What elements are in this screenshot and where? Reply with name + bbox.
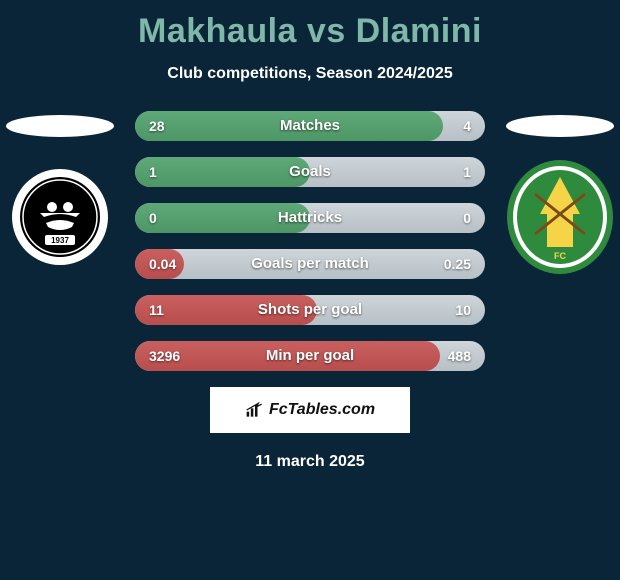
stat-right-value: 0.25 [444,249,471,279]
page-title: Makhaula vs Dlamini [0,0,620,51]
stat-label: Hattricks [135,203,485,233]
date-label: 11 march 2025 [0,453,620,471]
right-club-column: FC LAMONTVILLE GOLDEN ARROWS [500,111,620,279]
svg-text:1937: 1937 [51,236,69,245]
stat-label: Matches [135,111,485,141]
brand-box: FcTables.com [210,387,410,433]
left-club-column: 1937 [0,111,120,267]
stat-right-value: 4 [463,111,471,141]
stat-right-value: 0 [463,203,471,233]
stat-row-matches: 28Matches4 [135,111,485,141]
comparison-content: 1937 FC LAMONTVILLE GOLDEN ARROWS 28Matc… [0,111,620,371]
svg-text:LAMONTVILLE GOLDEN ARROWS: LAMONTVILLE GOLDEN ARROWS [505,159,554,161]
player-silhouette-left [6,115,114,137]
brand-text: FcTables.com [269,401,375,419]
stat-label: Goals per match [135,249,485,279]
stat-label: Shots per goal [135,295,485,325]
page-subtitle: Club competitions, Season 2024/2025 [0,65,620,83]
stat-row-goals: 1Goals1 [135,157,485,187]
brand-icon [245,401,265,419]
stat-right-value: 10 [455,295,471,325]
left-club-logo: 1937 [10,167,110,267]
stat-right-value: 488 [448,341,471,371]
svg-text:FC: FC [554,251,566,261]
stat-right-value: 1 [463,157,471,187]
player-silhouette-right [506,115,614,137]
stat-row-goals-per-match: 0.04Goals per match0.25 [135,249,485,279]
stat-row-hattricks: 0Hattricks0 [135,203,485,233]
stat-label: Min per goal [135,341,485,371]
stat-row-min-per-goal: 3296Min per goal488 [135,341,485,371]
stat-row-shots-per-goal: 11Shots per goal10 [135,295,485,325]
comparison-bars: 28Matches41Goals10Hattricks00.04Goals pe… [135,111,485,371]
right-club-logo: FC LAMONTVILLE GOLDEN ARROWS [505,159,615,279]
stat-label: Goals [135,157,485,187]
